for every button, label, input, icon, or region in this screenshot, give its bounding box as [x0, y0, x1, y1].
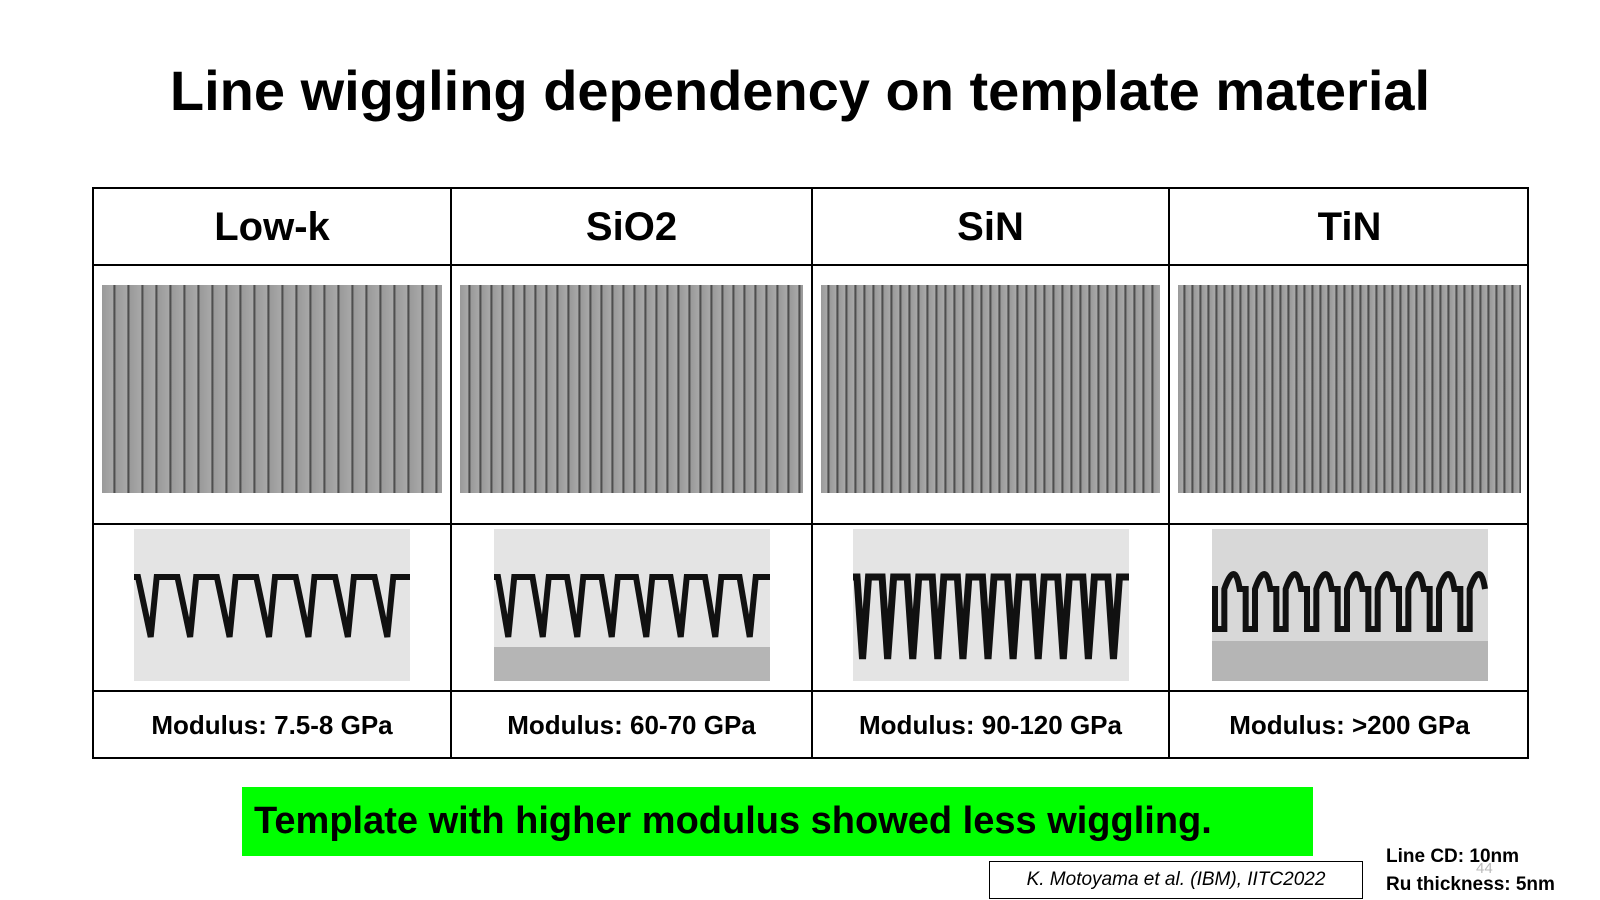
citation: K. Motoyama et al. (IBM), IITC2022 — [989, 861, 1363, 899]
cross-section-image — [852, 529, 1129, 681]
substrate — [1211, 641, 1488, 681]
modulus-cell: Modulus: >200 GPa — [1229, 710, 1470, 740]
substrate — [493, 647, 770, 687]
sem-image — [1178, 285, 1521, 493]
column-divider — [1168, 189, 1170, 757]
liner-profile — [493, 574, 770, 638]
column-header: SiN — [957, 205, 1024, 249]
modulus-cell: Modulus: 60-70 GPa — [507, 710, 756, 740]
note: Ru thickness: 5nm — [1386, 874, 1555, 895]
column-divider — [450, 189, 452, 757]
cross-section-drawing — [1211, 571, 1488, 681]
conclusion-banner: Template with higher modulus showed less… — [242, 787, 1313, 856]
column-header: SiO2 — [585, 205, 678, 249]
liner-profile — [852, 573, 1129, 660]
page-number: 44 — [1476, 860, 1493, 877]
column-header: Low-k — [214, 205, 330, 249]
row-divider — [94, 523, 1527, 525]
cross-section-drawing — [493, 574, 770, 687]
cross-section-image — [1211, 529, 1488, 681]
modulus-cell: Modulus: 7.5-8 GPa — [151, 710, 393, 740]
note: Line CD: 10nm — [1386, 846, 1520, 867]
liner-profile — [1211, 571, 1488, 632]
sem-image — [460, 285, 803, 493]
row-divider — [94, 690, 1527, 692]
sem-image — [821, 285, 1160, 493]
column-divider — [811, 189, 813, 757]
liner-profile — [134, 574, 410, 638]
modulus-cell: Modulus: 90-120 GPa — [859, 710, 1122, 740]
column-header: TiN — [1317, 205, 1382, 249]
comparison-table: Low-k Modulus: 7.5-8 GPa SiO2 Modulus: 60-7… — [92, 187, 1529, 759]
cross-section-image — [493, 529, 770, 687]
sem-image — [102, 285, 442, 493]
cross-section-drawing — [134, 574, 410, 638]
slide-title: Line wiggling dependency on template mat… — [169, 59, 1431, 122]
cross-section-image — [134, 529, 410, 681]
cross-section-drawing — [852, 573, 1129, 660]
row-divider — [94, 264, 1527, 266]
